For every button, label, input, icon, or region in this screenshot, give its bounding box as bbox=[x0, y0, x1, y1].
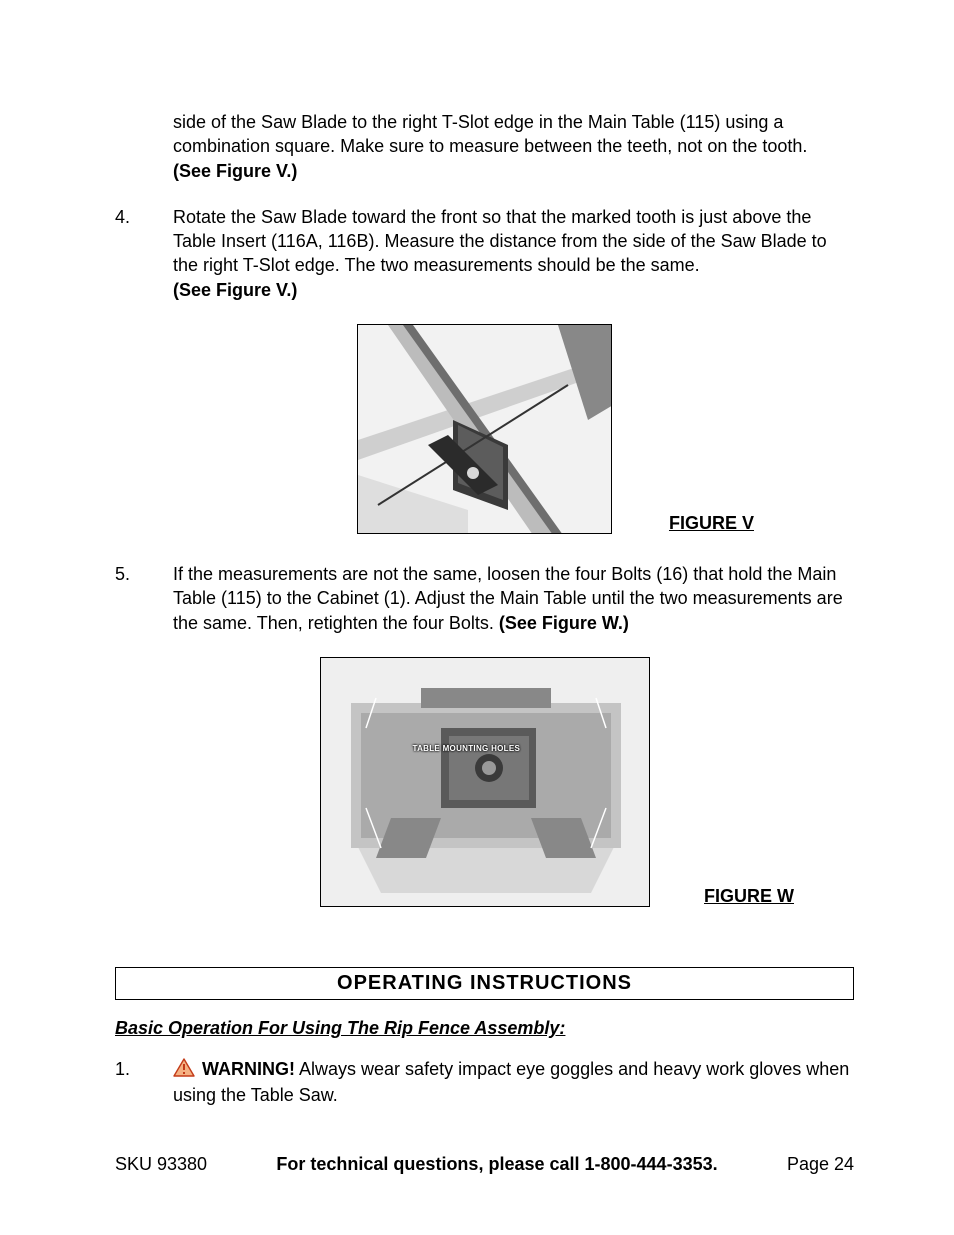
step-4: 4. Rotate the Saw Blade toward the front… bbox=[115, 205, 854, 302]
step-warning-1: 1. WARNING! Always wear safety impact ey… bbox=[115, 1057, 854, 1108]
see-figure-ref: (See Figure V.) bbox=[173, 280, 297, 300]
figure-v-image bbox=[357, 324, 612, 534]
step-number: 1. bbox=[115, 1057, 135, 1108]
step-body: Rotate the Saw Blade toward the front so… bbox=[173, 205, 854, 302]
warning-label: WARNING! bbox=[202, 1059, 295, 1079]
step-5: 5. If the measurements are not the same,… bbox=[115, 562, 854, 635]
section-header-operating: OPERATING INSTRUCTIONS bbox=[115, 967, 854, 1000]
step-text: Rotate the Saw Blade toward the front so… bbox=[173, 207, 827, 276]
figure-w-callout: TABLE MOUNTING HOLES bbox=[413, 744, 521, 753]
step-body: If the measurements are not the same, lo… bbox=[173, 562, 854, 635]
figure-v-svg bbox=[358, 325, 612, 534]
figure-v-row: FIGURE V bbox=[115, 324, 854, 534]
figure-w-label: FIGURE W bbox=[704, 886, 794, 907]
figure-w-row: TABLE MOUNTING HOLES FIGURE W bbox=[115, 657, 854, 907]
footer-page: Page 24 bbox=[787, 1154, 854, 1175]
step-body: WARNING! Always wear safety impact eye g… bbox=[173, 1057, 854, 1108]
step-body: side of the Saw Blade to the right T-Slo… bbox=[173, 110, 854, 183]
figure-v-label: FIGURE V bbox=[669, 513, 754, 534]
step-number: 4. bbox=[115, 205, 135, 302]
page-footer: SKU 93380 For technical questions, pleas… bbox=[115, 1154, 854, 1175]
step-number: 5. bbox=[115, 562, 135, 635]
step-text: side of the Saw Blade to the right T-Slo… bbox=[173, 112, 807, 156]
subheader-rip-fence: Basic Operation For Using The Rip Fence … bbox=[115, 1018, 854, 1039]
page-content: side of the Saw Blade to the right T-Slo… bbox=[115, 110, 854, 1108]
warning-icon bbox=[173, 1058, 195, 1083]
figure-w-image: TABLE MOUNTING HOLES bbox=[320, 657, 650, 907]
step-number-blank bbox=[115, 110, 135, 183]
see-figure-ref: (See Figure W.) bbox=[499, 613, 629, 633]
see-figure-ref: (See Figure V.) bbox=[173, 161, 297, 181]
figure-w-svg bbox=[321, 658, 650, 907]
step-continuation: side of the Saw Blade to the right T-Slo… bbox=[115, 110, 854, 183]
footer-sku: SKU 93380 bbox=[115, 1154, 207, 1175]
footer-phone: For technical questions, please call 1-8… bbox=[276, 1154, 717, 1175]
